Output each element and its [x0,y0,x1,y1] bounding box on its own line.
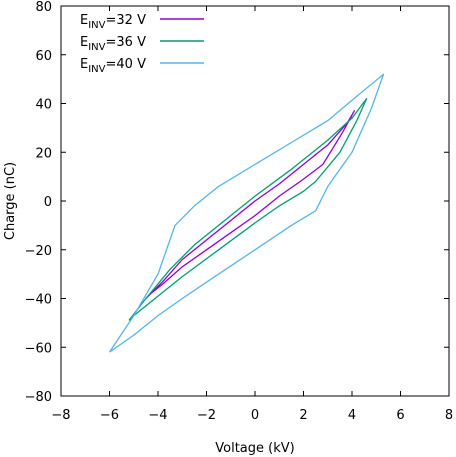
legend-label-1: EINV=32 V [80,13,146,31]
y-tick-label: −40 [25,293,52,308]
x-tick-label: −4 [148,408,167,423]
x-tick-label: 0 [251,408,259,423]
x-tick-label: 8 [445,408,453,423]
y-tick-label: 40 [35,98,52,113]
legend-label-2: EINV=36 V [80,35,146,53]
y-tick-label: 80 [35,0,52,15]
y-tick-label: −20 [25,244,52,259]
x-axis-title: Voltage (kV) [215,441,294,456]
legend: EINV=32 V EINV=36 V EINV=40 V [80,13,204,75]
y-tick-label: 20 [35,146,52,161]
x-tick-label: 6 [396,408,404,423]
legend-label-3: EINV=40 V [80,57,146,75]
y-axis-title: Charge (nC) [3,162,18,240]
x-tick-label: −2 [197,408,216,423]
x-tick-label: −8 [51,408,70,423]
x-tick-label: 4 [348,408,356,423]
y-tick-label: −60 [25,341,52,356]
series-layer [108,73,385,353]
y-tick-label: 0 [44,195,52,210]
x-tick-label: −6 [100,408,119,423]
series-line-1 [145,110,356,299]
series-line-3 [108,73,385,353]
series-line-2 [128,97,368,321]
y-tick-label: 60 [35,49,52,64]
x-tick-label: 2 [299,408,307,423]
y-tick-label: −80 [25,390,52,405]
